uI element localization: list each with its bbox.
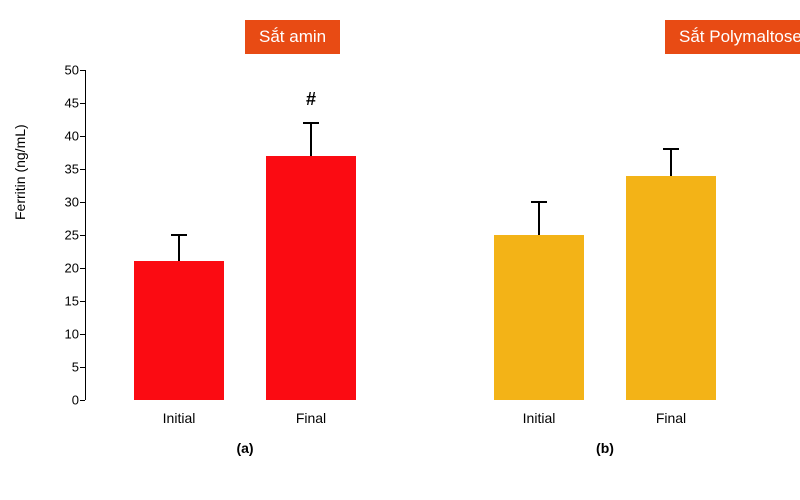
ytick-label: 0 [49, 393, 79, 408]
ytick-label: 25 [49, 228, 79, 243]
error-bar [178, 235, 180, 261]
xtick-label: Final [296, 410, 326, 426]
error-bar [670, 149, 672, 175]
ytick-mark [80, 400, 85, 401]
ytick-label: 20 [49, 261, 79, 276]
ytick-label: 35 [49, 162, 79, 177]
subplot-label: (b) [596, 440, 614, 456]
xtick-label: Initial [163, 410, 196, 426]
ytick-mark [80, 334, 85, 335]
ytick-mark [80, 103, 85, 104]
xtick-label: Final [656, 410, 686, 426]
ytick-mark [80, 235, 85, 236]
ytick-mark [80, 169, 85, 170]
annotation-marker: # [306, 89, 316, 110]
error-bar-cap [663, 148, 679, 150]
bar [626, 176, 716, 400]
chart-stage: Ferritin (ng/mL) 05101520253035404550Sắt… [0, 0, 800, 500]
ytick-label: 45 [49, 96, 79, 111]
subplot-label: (a) [236, 440, 253, 456]
ytick-mark [80, 70, 85, 71]
error-bar [310, 123, 312, 156]
error-bar-cap [531, 201, 547, 203]
y-axis-label: Ferritin (ng/mL) [12, 124, 28, 220]
subplot-title-badge: Sắt amin [245, 20, 340, 54]
ytick-label: 5 [49, 360, 79, 375]
ytick-label: 10 [49, 327, 79, 342]
ytick-label: 15 [49, 294, 79, 309]
y-axis-line [85, 70, 86, 400]
xtick-label: Initial [523, 410, 556, 426]
ytick-mark [80, 268, 85, 269]
ytick-label: 30 [49, 195, 79, 210]
ytick-mark [80, 202, 85, 203]
bar [266, 156, 356, 400]
error-bar [538, 202, 540, 235]
bar [494, 235, 584, 400]
bar [134, 261, 224, 400]
plot-area: 05101520253035404550Sắt aminInitialFinal… [85, 70, 775, 400]
ytick-mark [80, 367, 85, 368]
error-bar-cap [171, 234, 187, 236]
subplot-title-badge: Sắt Polymaltose [665, 20, 800, 54]
error-bar-cap [303, 122, 319, 124]
ytick-mark [80, 301, 85, 302]
ytick-mark [80, 136, 85, 137]
ytick-label: 50 [49, 63, 79, 78]
ytick-label: 40 [49, 129, 79, 144]
